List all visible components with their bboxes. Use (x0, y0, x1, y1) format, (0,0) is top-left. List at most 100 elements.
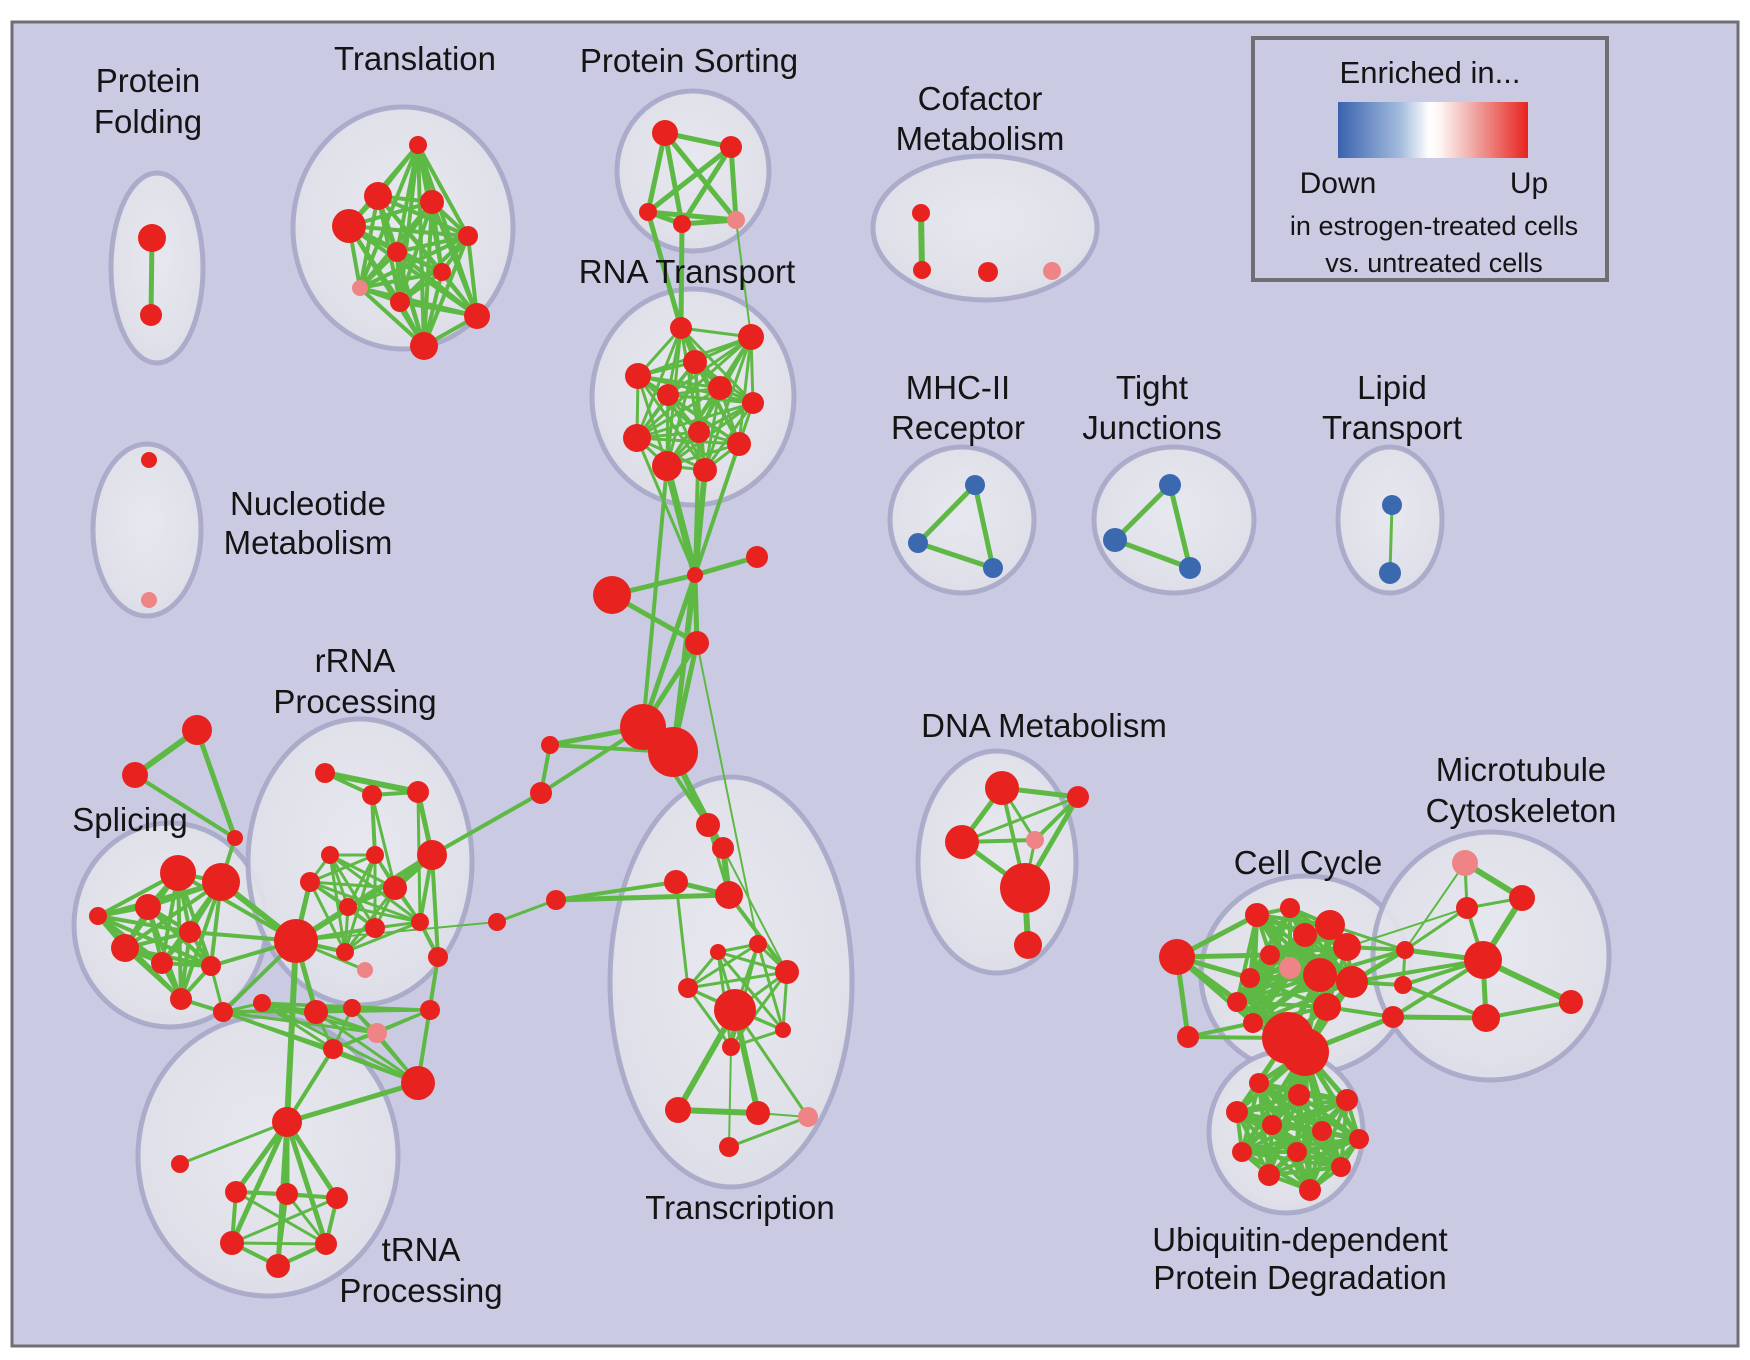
edge (1235, 913, 1259, 1004)
node-mt2 (1456, 897, 1478, 919)
node-q4 (343, 999, 361, 1017)
node-t10 (464, 303, 490, 329)
edge (328, 853, 350, 909)
edge (915, 482, 978, 546)
edge (703, 386, 722, 472)
node-u10 (1258, 1164, 1280, 1186)
edge (686, 986, 733, 1049)
node-hub2 (272, 1107, 302, 1137)
cluster-label-transcription: Transcription (645, 1189, 835, 1226)
node-mt1 (1509, 885, 1535, 911)
edge (663, 462, 699, 579)
edge (679, 217, 739, 227)
node-t1 (409, 136, 427, 154)
node-t9 (390, 292, 410, 312)
edge (703, 335, 753, 472)
node-nm1 (141, 452, 157, 468)
edge (735, 219, 752, 338)
node-conn1 (1396, 941, 1414, 959)
edge (466, 234, 479, 318)
node-ps1 (652, 120, 678, 146)
node-tri1 (182, 715, 212, 745)
edge (635, 335, 753, 440)
node-r2 (362, 785, 382, 805)
edge (1484, 1000, 1573, 1020)
cluster-label-microtubule-cytoskeleton: Cytoskeleton (1426, 792, 1617, 829)
edge (645, 144, 734, 215)
cluster-label-ubiquitin-degradation: Ubiquitin-dependent (1152, 1221, 1447, 1258)
cluster-label-mhc-ii-receptor: Receptor (891, 409, 1025, 446)
edge (1186, 1021, 1255, 1039)
edge (346, 905, 422, 924)
node-cc10 (1336, 966, 1368, 998)
node-mt4 (1559, 990, 1583, 1014)
cluster-label-lipid-transport: Lipid (1357, 369, 1427, 406)
node-cc13 (1313, 993, 1341, 1021)
node-qbig (401, 1066, 435, 1100)
node-hb1 (685, 631, 709, 655)
edge (416, 143, 470, 238)
legend-box (1251, 36, 1609, 282)
node-dn5 (1014, 931, 1042, 959)
node-tj1 (1159, 474, 1181, 496)
node-trPink (798, 1107, 818, 1127)
edge (284, 1119, 329, 1247)
cluster-label-trna-processing: Processing (339, 1272, 502, 1309)
edge (1403, 906, 1469, 952)
edge (395, 234, 470, 254)
cluster-label-lipid-transport: Transport (1322, 409, 1462, 446)
edge (635, 401, 755, 440)
node-tr9 (722, 1038, 740, 1056)
node-tr6 (710, 944, 726, 960)
node-tr5 (749, 935, 767, 953)
edge (727, 1115, 810, 1149)
node-s8 (170, 988, 192, 1010)
edge (727, 893, 789, 974)
edge (358, 234, 470, 290)
edge (314, 1010, 420, 1085)
node-r10 (365, 918, 385, 938)
cluster-labels: Protein Folding Translation Protein Sorting… (72, 40, 1616, 1309)
node-rt3 (683, 350, 707, 374)
cluster-label-cofactor-metabolism: Cofactor (918, 80, 1043, 117)
node-mtPink (1452, 850, 1478, 876)
cluster-label-nucleotide-metabolism: Metabolism (224, 524, 393, 561)
cluster-label-cofactor-metabolism: Metabolism (896, 120, 1065, 157)
cluster-label-protein-folding: Protein (96, 62, 201, 99)
edge (176, 871, 298, 943)
node-tri3 (227, 830, 243, 846)
edge (716, 950, 785, 1032)
edge (635, 436, 697, 577)
edge (960, 795, 1080, 844)
edge (1404, 862, 1466, 951)
node-rt1 (670, 317, 692, 339)
edge (1267, 1165, 1343, 1177)
node-hs2 (530, 782, 552, 804)
node-cc12 (1243, 1013, 1263, 1033)
node-rt5 (708, 376, 732, 400)
node-r5 (366, 846, 384, 864)
edge (679, 144, 734, 227)
node-conn2 (1394, 976, 1412, 994)
node-t7 (433, 263, 451, 281)
node-t11 (410, 332, 438, 360)
edge (1167, 482, 1193, 571)
edge (96, 914, 192, 934)
node-w5 (315, 1233, 337, 1255)
edge (308, 880, 397, 890)
edge (640, 572, 698, 730)
node-dn4 (1000, 863, 1050, 913)
edge (756, 942, 785, 1032)
node-cc6 (1260, 945, 1280, 965)
node-lt1 (1382, 495, 1402, 515)
edge (1112, 537, 1193, 571)
cluster-label-rrna-processing: rRNA (315, 642, 396, 679)
node-H (274, 919, 318, 963)
node-tr7 (678, 978, 698, 998)
node-u12 (1299, 1179, 1321, 1201)
edge (370, 793, 377, 857)
edge (1235, 933, 1307, 1004)
edge (675, 1107, 761, 1116)
cluster-label-rrna-processing: Processing (273, 683, 436, 720)
